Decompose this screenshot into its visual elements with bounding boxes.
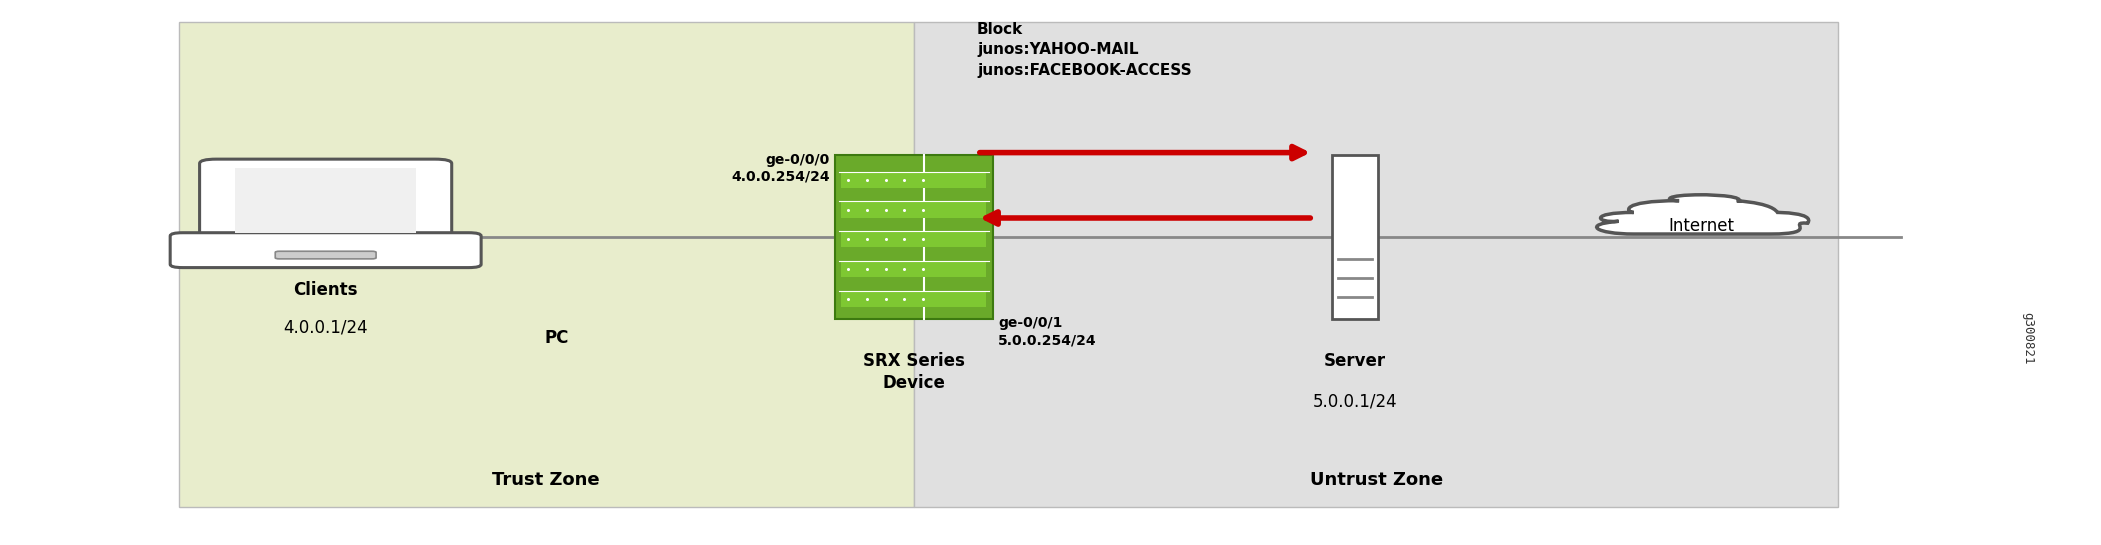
FancyBboxPatch shape xyxy=(840,172,987,188)
FancyBboxPatch shape xyxy=(200,159,452,241)
Text: Clients: Clients xyxy=(294,281,357,299)
Text: PC: PC xyxy=(544,329,569,347)
FancyBboxPatch shape xyxy=(275,251,376,259)
Text: Untrust Zone: Untrust Zone xyxy=(1309,470,1443,489)
Text: ge-0/0/0
4.0.0.254/24: ge-0/0/0 4.0.0.254/24 xyxy=(731,153,830,184)
FancyBboxPatch shape xyxy=(914,22,1838,507)
Text: Server: Server xyxy=(1324,352,1387,370)
FancyBboxPatch shape xyxy=(179,22,914,507)
Text: Trust Zone: Trust Zone xyxy=(492,470,601,489)
FancyBboxPatch shape xyxy=(1332,155,1378,319)
Text: Internet: Internet xyxy=(1668,217,1735,235)
FancyBboxPatch shape xyxy=(235,168,416,233)
Text: 5.0.0.1/24: 5.0.0.1/24 xyxy=(1313,392,1397,410)
Text: Block
junos:YAHOO-MAIL
junos:FACEBOOK-ACCESS: Block junos:YAHOO-MAIL junos:FACEBOOK-AC… xyxy=(977,22,1191,77)
Text: 4.0.0.1/24: 4.0.0.1/24 xyxy=(284,319,368,337)
Text: SRX Series
Device: SRX Series Device xyxy=(864,352,964,392)
Text: ge-0/0/1
5.0.0.254/24: ge-0/0/1 5.0.0.254/24 xyxy=(998,316,1097,347)
FancyBboxPatch shape xyxy=(840,261,987,277)
FancyBboxPatch shape xyxy=(840,231,987,247)
FancyBboxPatch shape xyxy=(836,155,994,319)
FancyBboxPatch shape xyxy=(840,202,987,218)
PathPatch shape xyxy=(1597,195,1809,234)
Text: g300821: g300821 xyxy=(2021,312,2034,364)
FancyBboxPatch shape xyxy=(840,290,987,307)
FancyBboxPatch shape xyxy=(170,233,481,268)
